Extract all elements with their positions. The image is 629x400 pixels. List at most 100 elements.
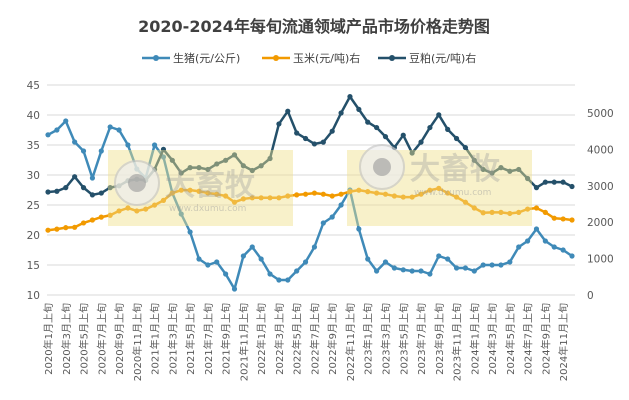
data-point bbox=[187, 165, 193, 171]
data-point bbox=[98, 148, 104, 154]
watermark-logo-dot-icon bbox=[373, 158, 391, 176]
data-point bbox=[382, 259, 389, 265]
data-point bbox=[418, 139, 424, 145]
data-point bbox=[436, 112, 442, 118]
data-point bbox=[498, 209, 504, 215]
data-point bbox=[80, 220, 87, 226]
data-point bbox=[418, 191, 424, 197]
x-tick-label: 2022年11月上旬 bbox=[344, 303, 357, 381]
y-right-tick-label: 2000 bbox=[587, 217, 614, 229]
data-point bbox=[462, 265, 469, 271]
x-tick-label: 2021年7月上旬 bbox=[202, 303, 215, 375]
data-point bbox=[338, 202, 344, 208]
x-tick-label: 2020年7月上旬 bbox=[95, 303, 108, 375]
data-point bbox=[311, 141, 318, 147]
data-point bbox=[223, 157, 229, 163]
data-point bbox=[205, 262, 211, 268]
data-point bbox=[569, 183, 575, 190]
legend-item-1: 玉米(元/吨)右 bbox=[262, 51, 360, 65]
data-point bbox=[409, 150, 415, 156]
data-point bbox=[160, 197, 167, 203]
data-point bbox=[374, 190, 380, 196]
x-tick-label: 2023年11月上旬 bbox=[451, 303, 464, 381]
y-left-tick-label: 15 bbox=[27, 260, 40, 272]
data-point bbox=[365, 119, 371, 125]
data-point bbox=[498, 262, 504, 268]
data-point bbox=[329, 128, 335, 134]
data-point bbox=[285, 277, 291, 283]
data-point bbox=[445, 256, 451, 262]
x-tick-label: 2022年3月上旬 bbox=[273, 303, 286, 375]
data-point bbox=[418, 268, 424, 274]
data-point bbox=[151, 202, 158, 208]
data-point bbox=[214, 161, 220, 167]
data-point bbox=[507, 259, 513, 265]
x-tick-label: 2024年7月上旬 bbox=[522, 303, 535, 375]
data-point bbox=[276, 195, 282, 201]
data-point bbox=[169, 157, 175, 163]
data-point bbox=[285, 108, 291, 114]
data-point bbox=[427, 124, 433, 131]
data-point bbox=[116, 208, 122, 214]
y-right-tick-label: 1000 bbox=[587, 254, 614, 266]
data-point bbox=[347, 94, 353, 100]
y-right-tick-label: 0 bbox=[587, 290, 594, 302]
data-point bbox=[516, 244, 522, 250]
data-point bbox=[409, 194, 415, 200]
data-point bbox=[45, 227, 51, 233]
data-point bbox=[489, 262, 495, 268]
x-axis: 2020年1月上旬 2020年3月上旬 2020年5月上旬 2020年7月上旬 2020… bbox=[42, 303, 570, 381]
data-point bbox=[214, 191, 220, 197]
data-point bbox=[365, 189, 371, 195]
data-point bbox=[125, 205, 131, 211]
data-point bbox=[400, 132, 406, 138]
data-point bbox=[258, 195, 264, 201]
y-axis-right: 0 1000 2000 3000 4000 5000 bbox=[587, 108, 614, 302]
data-point bbox=[223, 271, 229, 277]
data-point bbox=[178, 170, 184, 176]
legend-item-2: 豆粕(元/吨)右 bbox=[378, 51, 476, 65]
data-point bbox=[267, 195, 273, 201]
data-point bbox=[507, 168, 513, 174]
x-tick-label: 2023年3月上旬 bbox=[379, 303, 392, 375]
data-point bbox=[178, 187, 184, 193]
data-point bbox=[356, 106, 362, 112]
x-tick-label: 2024年9月上旬 bbox=[539, 303, 552, 375]
data-point bbox=[223, 193, 229, 199]
data-point bbox=[258, 163, 264, 169]
legend-item-0: 生猪(元/公斤) bbox=[142, 51, 240, 65]
data-point bbox=[143, 206, 149, 212]
data-point bbox=[560, 216, 566, 222]
x-tick-label: 2021年1月上旬 bbox=[149, 303, 162, 375]
data-point bbox=[45, 132, 51, 138]
legend-marker-icon bbox=[153, 55, 159, 61]
data-point bbox=[285, 193, 291, 199]
data-point bbox=[542, 179, 548, 185]
data-point bbox=[302, 135, 309, 142]
data-point bbox=[533, 185, 540, 191]
chart-title: 2020-2024年每旬流通领域产品市场价格走势图 bbox=[138, 17, 490, 36]
data-point bbox=[542, 209, 548, 215]
data-point bbox=[471, 157, 477, 163]
data-point bbox=[462, 199, 469, 205]
data-point bbox=[569, 253, 575, 259]
data-point bbox=[134, 208, 140, 214]
data-point bbox=[72, 139, 78, 145]
legend-label: 生猪(元/公斤) bbox=[173, 51, 240, 65]
y-left-tick-label: 40 bbox=[27, 110, 40, 122]
data-point bbox=[507, 210, 513, 217]
data-point bbox=[107, 185, 113, 191]
data-point bbox=[462, 144, 469, 151]
data-point bbox=[276, 277, 282, 283]
data-point bbox=[320, 139, 326, 145]
x-tick-label: 2024年5月上旬 bbox=[504, 303, 517, 375]
data-point bbox=[480, 262, 486, 268]
data-point bbox=[98, 190, 104, 196]
data-point bbox=[125, 142, 131, 148]
x-tick-label: 2023年9月上旬 bbox=[433, 303, 446, 375]
data-point bbox=[311, 244, 318, 250]
data-point bbox=[524, 206, 531, 212]
data-point bbox=[231, 286, 238, 292]
x-tick-label: 2022年5月上旬 bbox=[291, 303, 304, 375]
x-tick-label: 2021年11月上旬 bbox=[237, 303, 250, 381]
